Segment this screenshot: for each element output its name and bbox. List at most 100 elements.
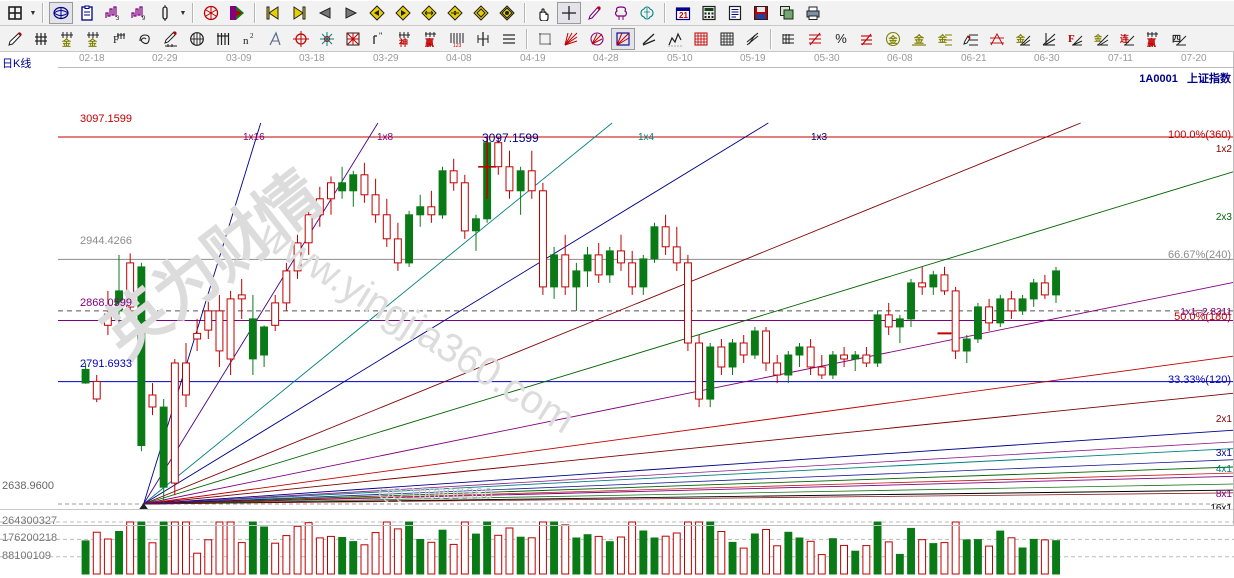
spectrum-button[interactable]	[225, 2, 249, 24]
calendar-button[interactable]: 21	[671, 2, 695, 24]
multi3-button[interactable]: 3	[101, 2, 125, 24]
ying2-button[interactable]: 赢	[1141, 28, 1165, 50]
symbol-code: 1A0001	[1139, 73, 1178, 85]
matrix2-button[interactable]	[471, 28, 495, 50]
volume-pane[interactable]: 264300327 176200218 88100109	[0, 510, 1234, 578]
date-tick-label: 02-29	[152, 53, 178, 64]
gann-fan-label: 1x3	[811, 132, 828, 143]
gold-circle-button[interactable]: 金	[881, 28, 905, 50]
slant-a-button[interactable]	[1037, 28, 1061, 50]
globe-red-button[interactable]	[199, 2, 223, 24]
zigzag-button[interactable]	[663, 28, 687, 50]
ying-button[interactable]: 赢	[419, 28, 443, 50]
gold-fork-button[interactable]: 金	[55, 28, 79, 50]
date-tick-label: 02-18	[79, 53, 105, 64]
bar-quote-button[interactable]: "	[367, 28, 391, 50]
retracement-label: 66.67%(240)	[1168, 249, 1231, 261]
hand-tool-button[interactable]	[531, 2, 555, 24]
last-page-button[interactable]	[287, 2, 311, 24]
trendline-button[interactable]	[637, 28, 661, 50]
target-button[interactable]	[289, 28, 313, 50]
circle-fan-button[interactable]	[585, 28, 609, 50]
spiral-button[interactable]	[133, 28, 157, 50]
gann-fan-label-right: 8x1	[1215, 489, 1232, 500]
levels-button[interactable]	[777, 28, 801, 50]
layout-button[interactable]	[3, 2, 27, 24]
calculator-button[interactable]	[697, 2, 721, 24]
copy-button[interactable]	[775, 2, 799, 24]
main-toolbar: ▼ 3 9 ▼ 21	[0, 0, 1234, 26]
gold-line-button[interactable]: 金	[907, 28, 931, 50]
fan-grid-button[interactable]	[985, 28, 1009, 50]
gold-slant2-button[interactable]: 金	[1089, 28, 1113, 50]
gann-fan-label: 1x4	[638, 132, 655, 143]
print-button[interactable]	[801, 2, 825, 24]
svg-text:金: 金	[61, 37, 72, 47]
grid-red-button[interactable]	[689, 28, 713, 50]
period-label: 日K线	[2, 58, 32, 70]
volume-svg	[0, 521, 1234, 575]
si-button[interactable]: 四	[1167, 28, 1191, 50]
gold-stack-button[interactable]: 金	[933, 28, 957, 50]
grid-dark-button[interactable]	[715, 28, 739, 50]
next-button[interactable]	[339, 2, 363, 24]
price-axis-label: 3097.1599	[80, 113, 132, 125]
zoom-left-button[interactable]	[365, 2, 389, 24]
save-button[interactable]	[749, 2, 773, 24]
network-button[interactable]	[49, 2, 73, 24]
pen-draw-button[interactable]	[3, 28, 27, 50]
pct-cut-button[interactable]	[855, 28, 879, 50]
date-tick-label: 07-11	[1108, 53, 1133, 64]
percent-button[interactable]: %	[835, 31, 847, 46]
diamond-b-button[interactable]	[495, 2, 519, 24]
price-plot-area[interactable]: 英为财情 www.yingjia360.com QQ:100800360 309…	[0, 68, 1234, 514]
capsule-dropdown[interactable]: ▼	[179, 9, 187, 17]
pen-stack-button[interactable]	[959, 28, 983, 50]
angle-button[interactable]	[263, 28, 287, 50]
svg-text:21: 21	[679, 11, 688, 20]
gold-fork2-button[interactable]: 金	[81, 28, 105, 50]
gold-slant-button[interactable]: 金	[1011, 28, 1035, 50]
pen-tool-button[interactable]	[583, 2, 607, 24]
brain-tool-button[interactable]	[635, 2, 659, 24]
capsule-button[interactable]	[153, 2, 177, 24]
fibo-f-button[interactable]: F	[107, 28, 131, 50]
svg-text:9: 9	[142, 16, 146, 21]
date-tick-label: 06-30	[1034, 53, 1060, 64]
matrix-button[interactable]: 123	[445, 28, 469, 50]
starburst-button[interactable]	[315, 28, 339, 50]
percent-grid-button[interactable]	[211, 28, 235, 50]
pen-red-button[interactable]	[159, 28, 183, 50]
f-slant-button[interactable]: F	[1063, 28, 1087, 50]
lian-button[interactable]: 连	[1115, 28, 1139, 50]
clipboard-button[interactable]	[75, 2, 99, 24]
cube-button[interactable]	[341, 28, 365, 50]
shrink-h-button[interactable]	[443, 2, 467, 24]
circle-tool-button[interactable]	[185, 28, 209, 50]
crosshair-tool-button[interactable]	[557, 2, 581, 24]
rect-button[interactable]	[533, 28, 557, 50]
diamond-a-button[interactable]	[469, 2, 493, 24]
pct-line-button[interactable]	[803, 28, 827, 50]
svg-text:金: 金	[1015, 33, 1026, 44]
multi9-button[interactable]: 9	[127, 2, 151, 24]
svg-text:赢: 赢	[425, 37, 434, 47]
prev-button[interactable]	[313, 2, 337, 24]
grid-draw-button[interactable]	[29, 28, 53, 50]
first-page-button[interactable]	[261, 2, 285, 24]
date-tick-label: 03-18	[299, 53, 325, 64]
date-tick-label: 04-19	[520, 53, 546, 64]
layout-dropdown[interactable]: ▼	[29, 9, 37, 17]
expand-h-button[interactable]	[417, 2, 441, 24]
flower-tool-button[interactable]	[609, 2, 633, 24]
shen-button[interactable]: 神	[393, 28, 417, 50]
zoom-right-button[interactable]	[391, 2, 415, 24]
notes-button[interactable]	[723, 2, 747, 24]
box-fan-button[interactable]	[611, 27, 635, 50]
fan-red-button[interactable]	[559, 28, 583, 50]
parallel-button[interactable]	[741, 28, 765, 50]
date-tick-label: 04-08	[446, 53, 472, 64]
chart-frame: 02-18 02-29 03-09 03-18 03-29 04-08 04-19 04-28…	[0, 52, 1234, 578]
hband-button[interactable]	[497, 28, 521, 50]
